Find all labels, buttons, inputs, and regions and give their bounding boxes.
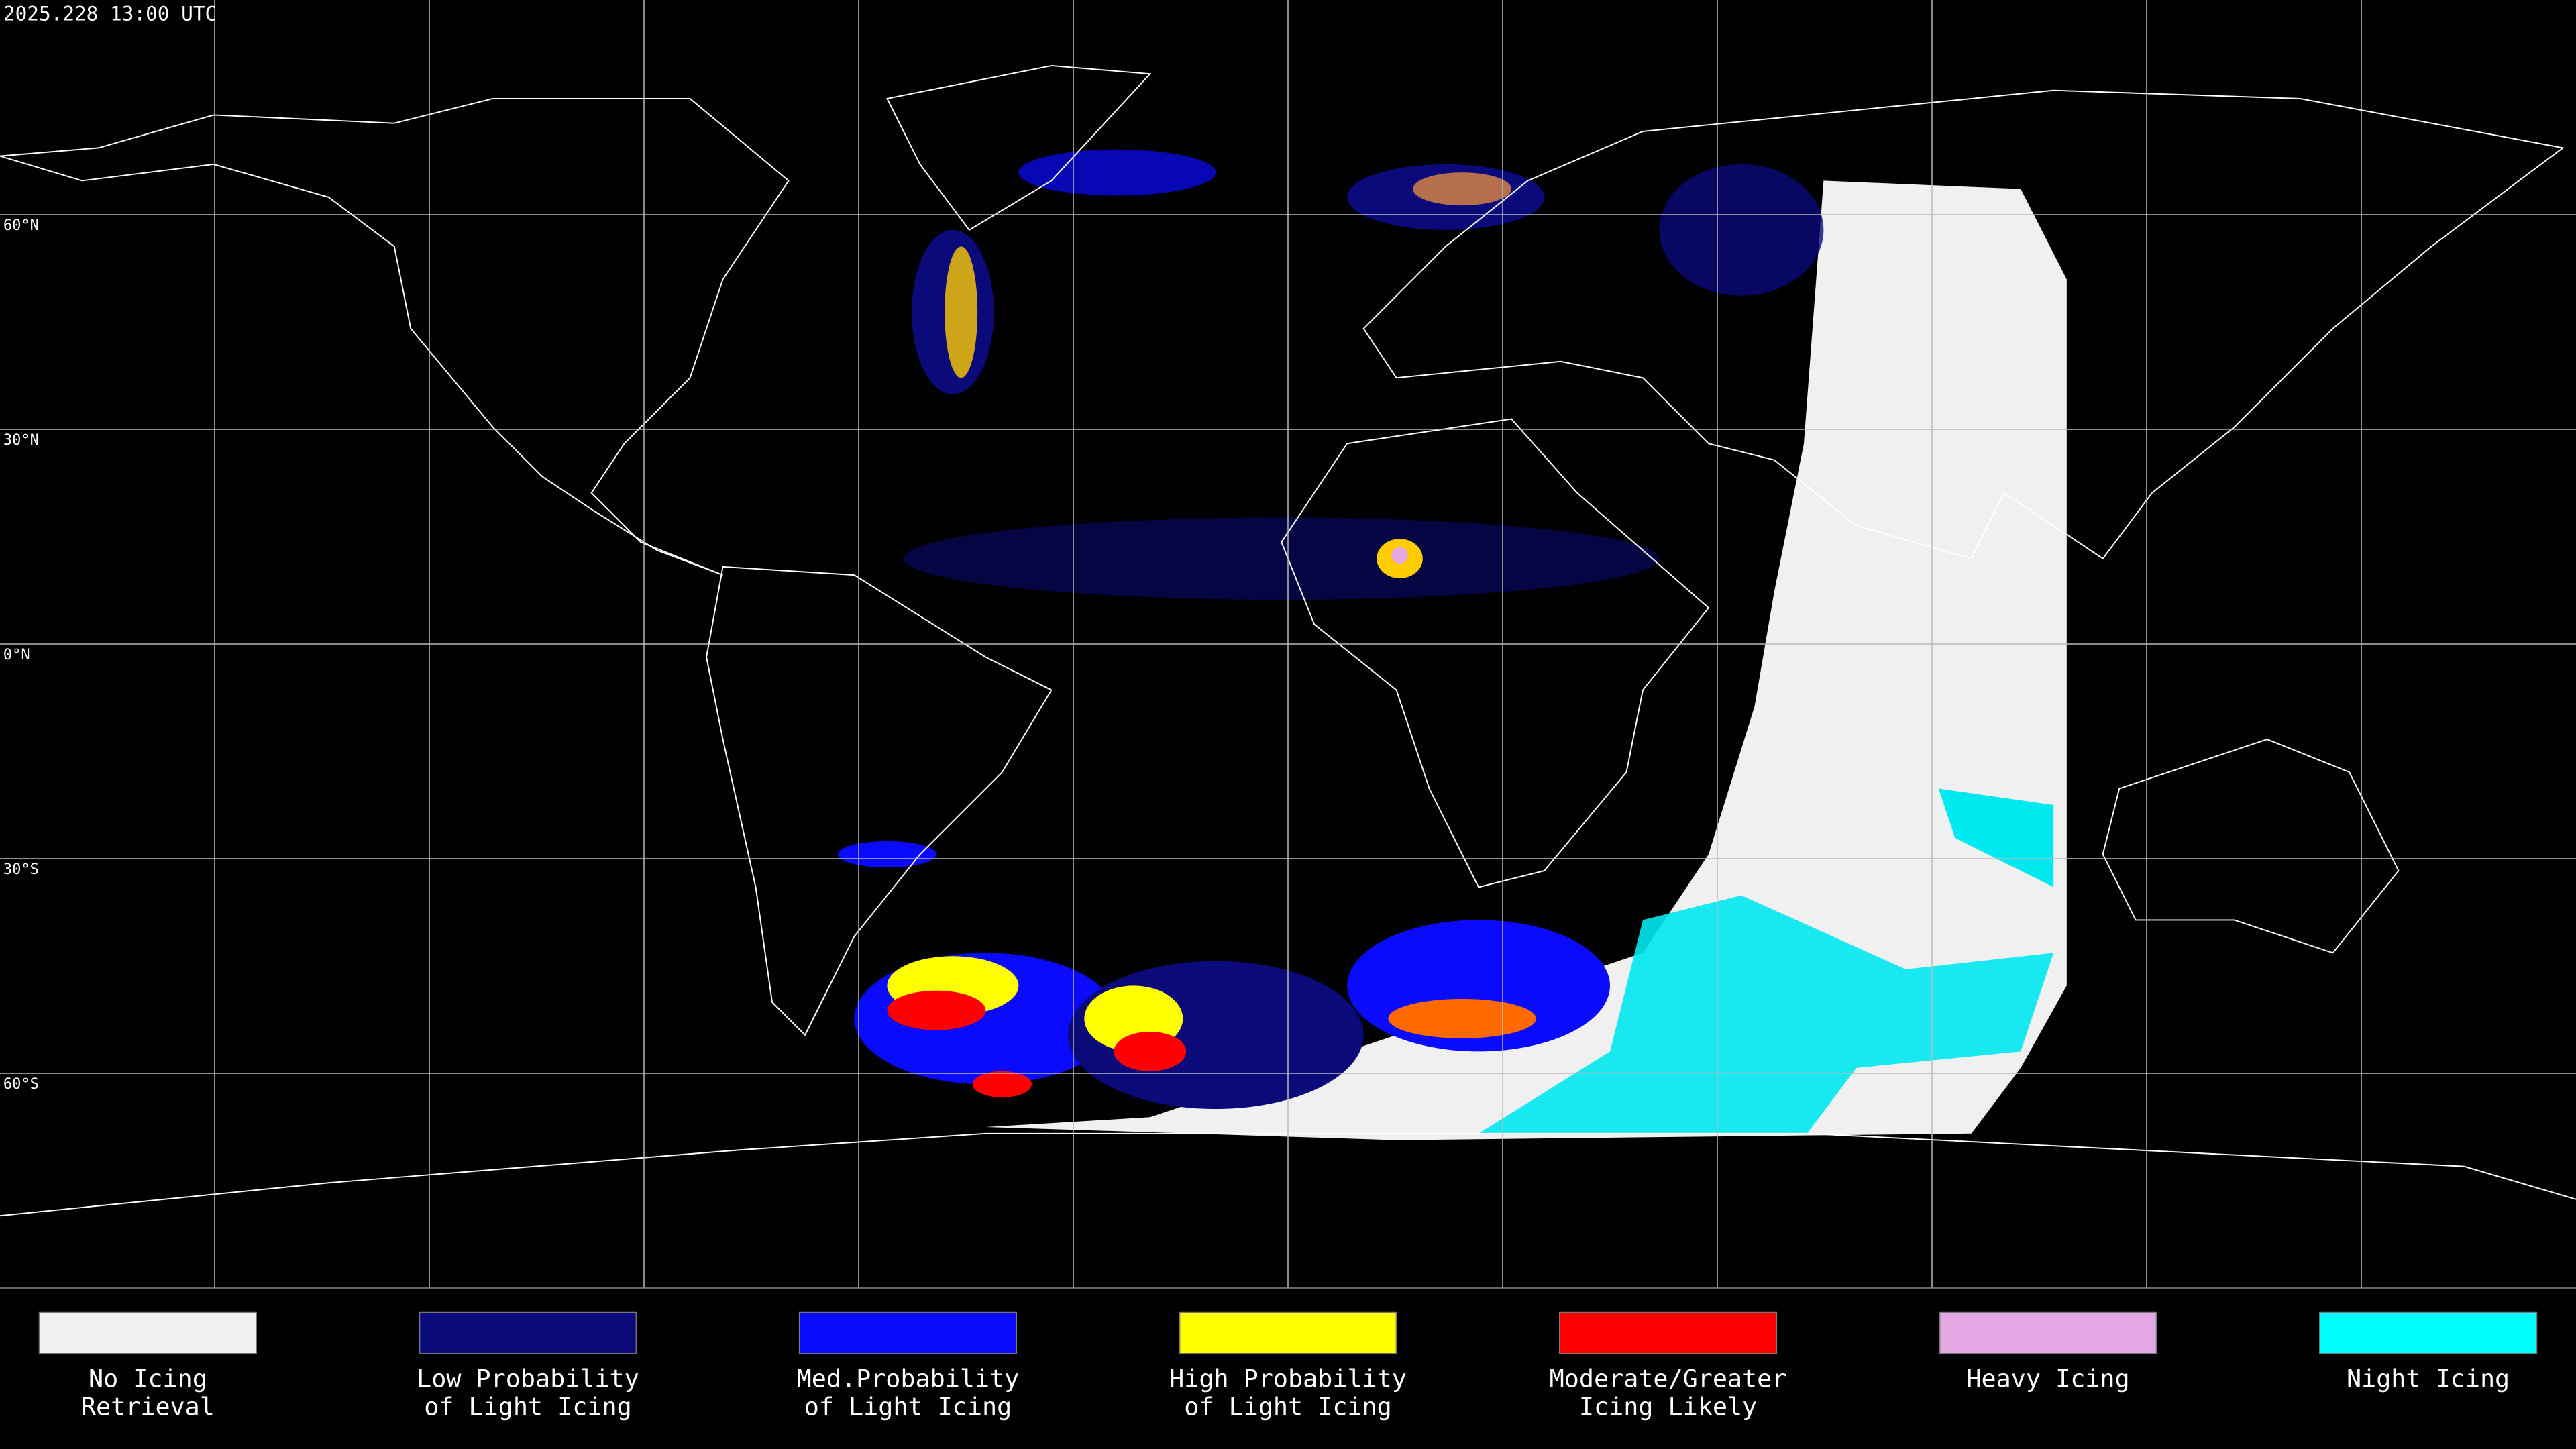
coastline xyxy=(2102,738,2400,954)
legend-label: Night Icing xyxy=(2347,1364,2510,1393)
coastline xyxy=(885,64,1152,231)
latitude-label: 60°S xyxy=(3,1076,39,1093)
legend-label: Low Probability xyxy=(417,1364,639,1393)
legend-label: High Probability xyxy=(1169,1364,1407,1393)
icing-patch xyxy=(972,1071,1032,1097)
icing-patch xyxy=(1018,149,1216,196)
legend-label: of Light Icing xyxy=(1184,1392,1392,1421)
coastline xyxy=(1281,418,1710,888)
icing-patch xyxy=(1659,164,1824,296)
night-icing-region xyxy=(1938,788,2054,888)
legend-swatch xyxy=(1939,1311,2157,1354)
icing-patch xyxy=(1114,1031,1187,1071)
legend-label: Icing Likely xyxy=(1579,1392,1757,1421)
legend-label: Retrieval xyxy=(81,1392,215,1421)
coastline xyxy=(706,566,1053,1036)
icing-patch xyxy=(837,841,936,868)
timestamp: 2025.228 13:00 UTC xyxy=(3,3,217,25)
legend-swatch xyxy=(1558,1311,1778,1354)
legend-label: Moderate/Greater xyxy=(1550,1364,1787,1393)
legend-label: No Icing xyxy=(89,1364,207,1393)
no-icing-region xyxy=(985,180,2067,1140)
night-icing-region xyxy=(1479,895,2054,1134)
legend-swatch xyxy=(419,1311,637,1354)
legend-label: of Light Icing xyxy=(424,1392,632,1421)
coastlines xyxy=(0,64,2576,1217)
legend-label: Heavy Icing xyxy=(1966,1364,2129,1393)
latitude-label: 60°N xyxy=(3,217,39,234)
latitude-label: 30°S xyxy=(3,861,39,878)
icing-patch xyxy=(1388,998,1536,1038)
legend-swatch xyxy=(38,1311,258,1354)
icing-patch xyxy=(887,990,986,1030)
coastline xyxy=(1362,89,2565,559)
latitude-label: 30°N xyxy=(3,432,39,449)
coastline xyxy=(0,1132,2576,1217)
legend-label: of Light Icing xyxy=(804,1392,1012,1421)
coastline xyxy=(0,97,790,576)
graticule: 60°N 30°N 0°N 30°S 60°S xyxy=(0,0,2576,1288)
icing-patch xyxy=(903,517,1660,600)
latitude-label: 0°N xyxy=(3,647,30,663)
legend-swatch xyxy=(2318,1311,2538,1354)
icing-patch xyxy=(1413,172,1512,206)
icing-patch xyxy=(1391,547,1408,564)
legend-swatch xyxy=(798,1311,1018,1354)
legend-swatch xyxy=(1179,1311,1397,1354)
legend-label: Med.Probability xyxy=(797,1364,1020,1393)
icing-data xyxy=(837,149,2067,1140)
icing-patch xyxy=(945,246,978,378)
